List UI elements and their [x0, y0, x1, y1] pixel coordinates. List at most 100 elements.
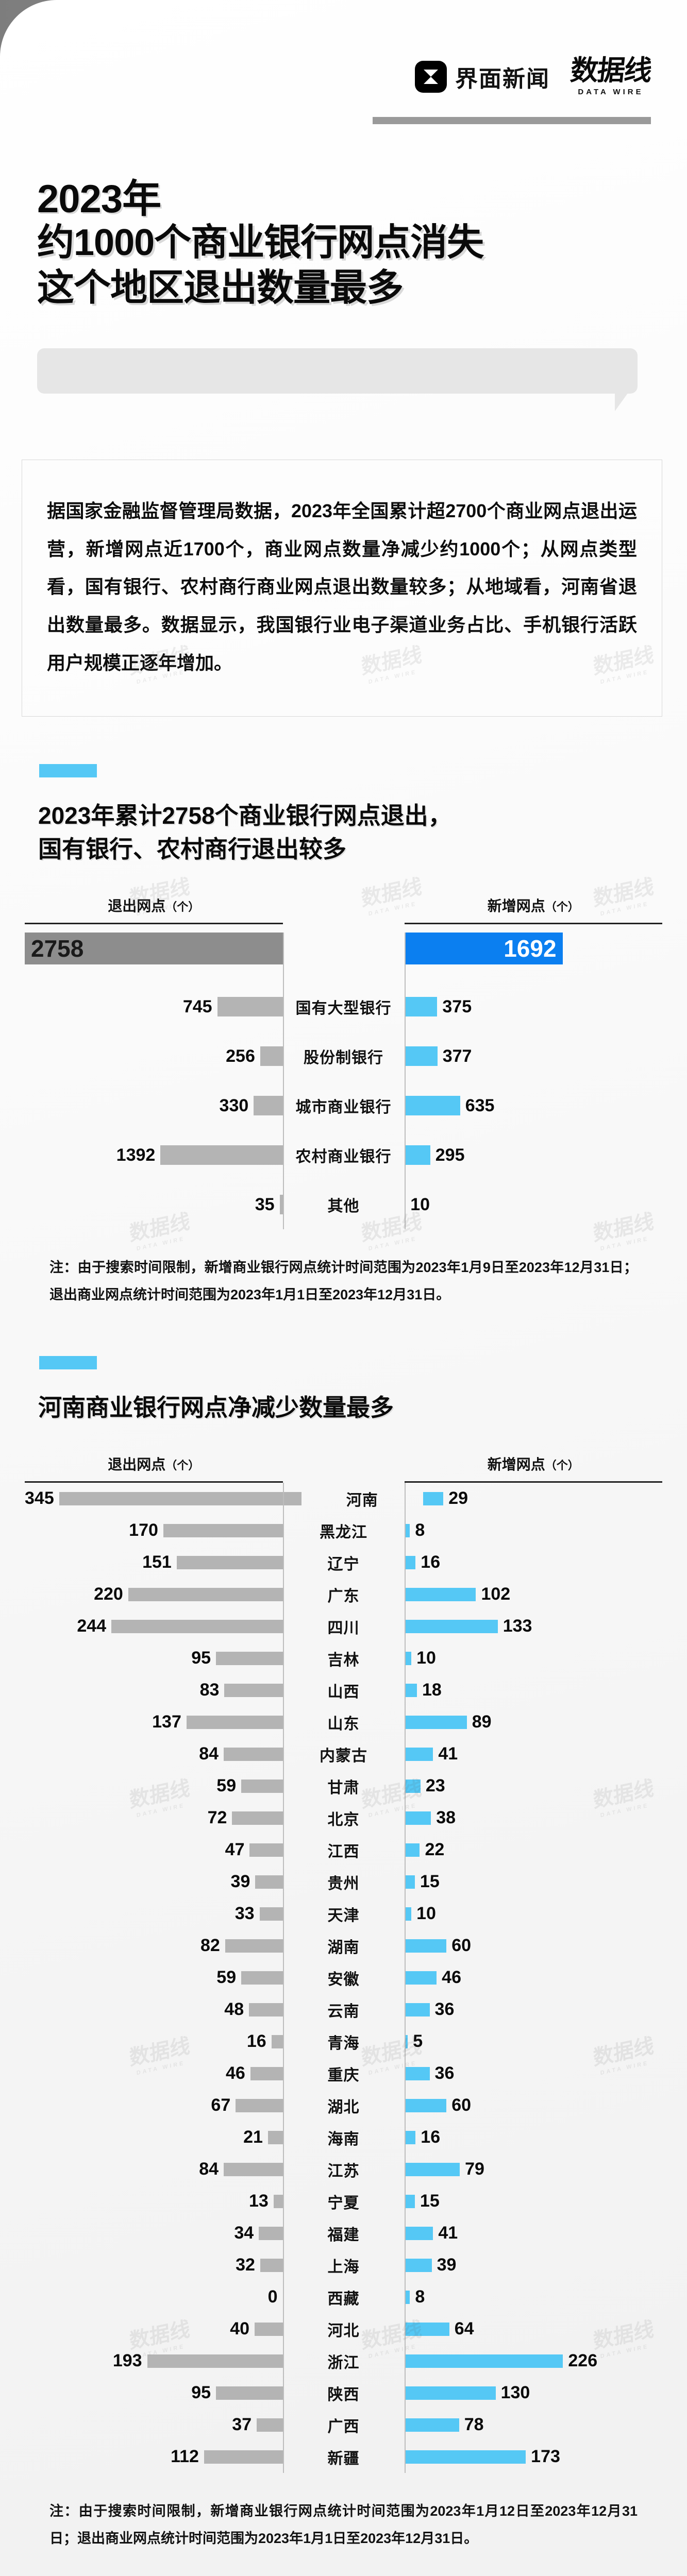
row-exit-bar [259, 2226, 283, 2240]
chart-center-divider-left [282, 933, 284, 1230]
row-new-value: 377 [442, 1046, 472, 1066]
row-exit-value: 59 [216, 1776, 237, 1796]
chart-row: 330 城市商业银行 635 [25, 1081, 662, 1130]
row-exit-bar [224, 1747, 283, 1761]
chart-row: 32 上海 39 [25, 2249, 662, 2281]
chart-row: 151 辽宁 16 [25, 1547, 662, 1579]
chart-center-divider-right [404, 1482, 406, 2473]
row-new-bar [404, 2418, 459, 2432]
section2-tag-bar [39, 1355, 97, 1369]
title-year: 2023年 [37, 177, 161, 221]
row-new-bar [404, 1715, 467, 1729]
row-exit-value: 67 [211, 2095, 231, 2115]
row-category-label: 黑龙江 [320, 1523, 367, 1541]
row-new-value: 29 [448, 1488, 468, 1509]
chart-row: 46 重庆 36 [25, 2058, 662, 2090]
row-exit-bar [254, 1096, 283, 1116]
row-exit-value: 37 [232, 2415, 252, 2435]
row-category-label: 湖南 [327, 1939, 360, 1956]
row-exit-value: 47 [225, 1840, 245, 1860]
row-new-value: 36 [434, 1999, 455, 2020]
row-exit-bar [217, 997, 283, 1017]
chart-row: 67 湖北 60 [25, 2090, 662, 2122]
row-new-value: 8 [415, 1520, 425, 1540]
title-line-2: 这个地区退出数量最多 [37, 267, 404, 309]
row-exit-value: 95 [191, 2383, 211, 2403]
jiemian-logo-icon [415, 60, 447, 93]
row-new-bar [404, 2194, 415, 2208]
chart-row: 84 江苏 79 [25, 2154, 662, 2185]
chart-row: 745 国有大型银行 375 [25, 982, 662, 1031]
row-exit-value: 244 [77, 1616, 107, 1636]
row-new-value: 635 [465, 1095, 495, 1115]
row-exit-bar [273, 2194, 283, 2208]
row-new-bar [404, 2003, 430, 2016]
chart-row: 83 山西 18 [25, 1674, 662, 1706]
row-new-value: 15 [420, 2191, 440, 2211]
section2-heading: 河南商业银行网点净减少数量最多 [38, 1394, 394, 1421]
row-exit-bar [271, 2035, 283, 2048]
row-exit-value: 84 [199, 1744, 219, 1764]
chart-row: 59 甘肃 23 [25, 1770, 662, 1802]
row-new-value: 133 [502, 1616, 532, 1636]
row-new-value: 22 [425, 1840, 445, 1860]
row-category-label: 天津 [327, 1907, 360, 1924]
chart-row: 82 湖南 60 [25, 1930, 662, 1962]
chart-row: 13 宁夏 15 [25, 2185, 662, 2217]
row-new-bar [404, 1683, 417, 1697]
row-new-value: 16 [421, 2127, 441, 2147]
row-category-label: 陕西 [327, 2386, 360, 2403]
row-new-value: 15 [420, 1872, 440, 1892]
row-exit-bar [241, 1779, 283, 1793]
row-exit-value: 84 [199, 2159, 219, 2179]
row-new-value: 23 [425, 1776, 445, 1796]
row-exit-bar [216, 2386, 283, 2400]
row-exit-bar [163, 1523, 283, 1537]
row-exit-value: 83 [199, 1680, 220, 1700]
row-exit-bar [176, 1555, 283, 1569]
chart2-axis-rules [25, 1481, 662, 1483]
row-exit-bar [259, 1907, 283, 1921]
row-exit-value: 48 [224, 1999, 244, 2020]
row-category-label: 湖北 [327, 2098, 360, 2116]
row-new-value: 60 [451, 2095, 472, 2115]
chart-row: 112 新疆 173 [25, 2441, 662, 2473]
chart1-left-unit: （个） [165, 901, 200, 914]
section-bank-types: 2023年累计2758个商业银行网点退出， 国有银行、农村商行退出较多 退出网点… [0, 764, 687, 1309]
row-new-value: 173 [531, 2447, 560, 2467]
chart-row: 33 天津 10 [25, 1898, 662, 1930]
row-exit-bar [249, 2003, 283, 2016]
row-new-bar [404, 1939, 447, 1953]
row-category-label: 浙江 [327, 2354, 360, 2371]
row-category-label: 海南 [327, 2130, 360, 2148]
row-new-value: 10 [416, 1904, 436, 1924]
row-new-bar [404, 1651, 412, 1665]
row-new-bar [404, 1587, 476, 1601]
bank-type-bidirectional-chart: 退出网点（个） 新增网点（个） 2758 1692 745 国有大型银行 375 256 股… [25, 895, 662, 1230]
row-category-label: 国有大型银行 [295, 1000, 392, 1018]
row-category-label: 福建 [327, 2226, 360, 2244]
row-new-value: 79 [465, 2159, 484, 2179]
row-new-bar [404, 2162, 460, 2176]
row-new-bar [404, 1811, 431, 1825]
row-category-label: 贵州 [327, 1875, 360, 1892]
row-category-label: 山东 [327, 1715, 360, 1733]
chart-row: 47 江西 22 [25, 1834, 662, 1866]
row-new-bar [404, 2066, 430, 2080]
row-category-label: 甘肃 [327, 1779, 360, 1797]
chart-row: 1392 农村商业银行 295 [25, 1130, 662, 1180]
row-exit-value: 46 [226, 2063, 245, 2083]
row-new-bar [404, 1523, 410, 1537]
row-category-label: 云南 [327, 2003, 360, 2020]
row-exit-value: 33 [234, 1904, 255, 1924]
chart-total-exit-value: 2758 [31, 935, 84, 962]
chart-center-divider-right [404, 933, 406, 1230]
row-new-value: 60 [451, 1936, 472, 1956]
row-new-bar [423, 1492, 444, 1505]
row-exit-bar [250, 2066, 283, 2080]
row-exit-value: 32 [236, 2255, 255, 2275]
datawire-cn: 数据线 [568, 55, 653, 86]
row-category-label: 农村商业银行 [295, 1148, 392, 1166]
